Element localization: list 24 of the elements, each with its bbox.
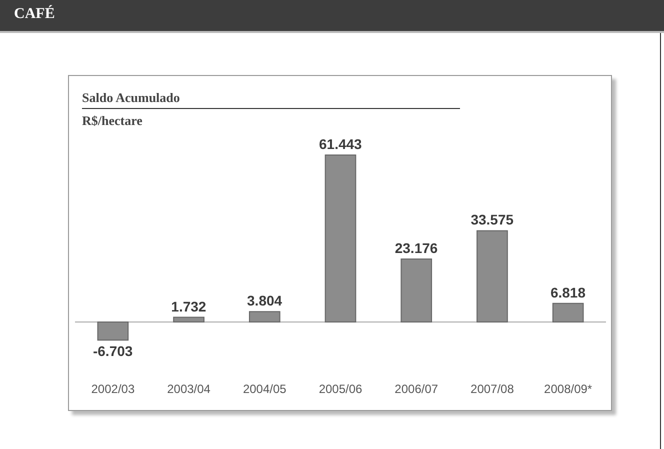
x-tick-label: 2002/03 bbox=[91, 382, 135, 396]
bar bbox=[324, 154, 356, 322]
data-label: 6.818 bbox=[550, 284, 586, 300]
bar bbox=[97, 321, 129, 341]
x-tick-label: 2006/07 bbox=[394, 382, 438, 396]
x-tick-label: 2007/08 bbox=[470, 382, 514, 396]
bar bbox=[400, 258, 432, 322]
bar bbox=[476, 230, 508, 322]
data-label: 33.575 bbox=[470, 212, 514, 228]
x-tick-label: 2005/06 bbox=[318, 382, 363, 396]
x-tick-label: 2008/09* bbox=[544, 382, 592, 396]
data-label: 1.732 bbox=[171, 298, 206, 314]
bar bbox=[552, 302, 584, 322]
data-label: 23.176 bbox=[394, 240, 438, 256]
x-tick-label: 2003/04 bbox=[167, 382, 211, 396]
y-axis-title: R$/hectare bbox=[82, 113, 142, 129]
chart-subtitle: Saldo Acumulado bbox=[82, 90, 180, 105]
data-label: 3.804 bbox=[247, 292, 282, 309]
chart-title: CAFÉ bbox=[14, 6, 55, 23]
bar bbox=[248, 311, 280, 322]
x-tick-label: 2004/05 bbox=[242, 382, 287, 396]
data-label: 61.443 bbox=[318, 136, 362, 152]
data-label: -6.703 bbox=[92, 343, 133, 360]
bar bbox=[173, 316, 204, 322]
